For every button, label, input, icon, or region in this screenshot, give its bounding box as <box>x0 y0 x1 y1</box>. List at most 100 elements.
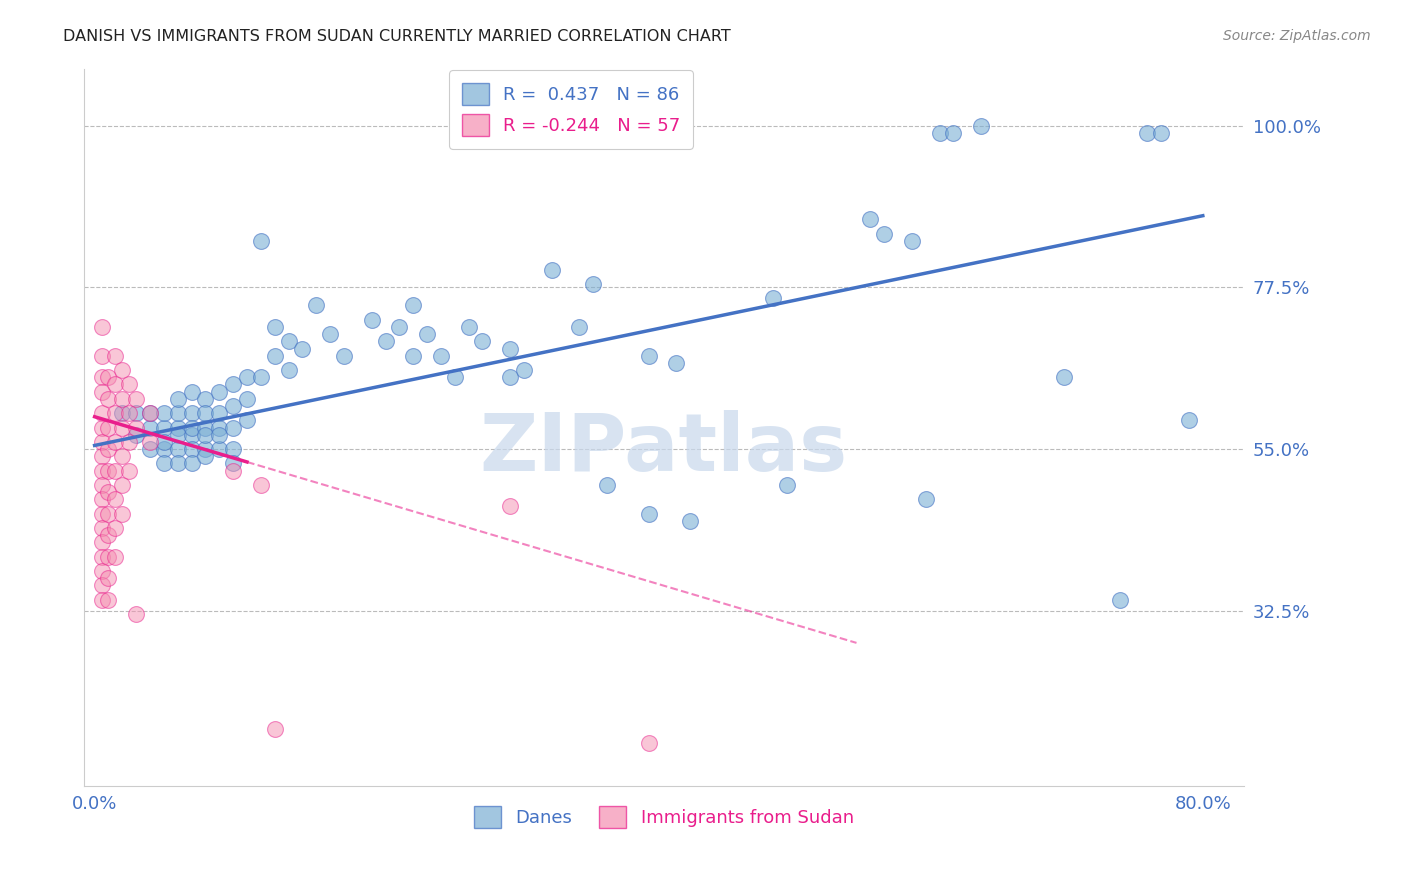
Point <box>97 464 120 478</box>
Point <box>97 592 120 607</box>
Point <box>90 549 112 564</box>
Point <box>236 413 259 427</box>
Point <box>305 298 328 312</box>
Point <box>1108 592 1130 607</box>
Point <box>374 334 396 349</box>
Point <box>222 399 245 413</box>
Point <box>679 514 702 528</box>
Point <box>402 349 425 363</box>
Point <box>90 449 112 463</box>
Point <box>222 464 245 478</box>
Point <box>104 349 127 363</box>
Point <box>90 406 112 420</box>
Text: ZIPatlas: ZIPatlas <box>479 410 848 488</box>
Point <box>222 457 245 471</box>
Point <box>153 457 176 471</box>
Point <box>125 406 148 420</box>
Point <box>153 434 176 449</box>
Point <box>90 349 112 363</box>
Point <box>568 320 591 334</box>
Point <box>104 492 127 507</box>
Point <box>208 384 231 399</box>
Point <box>90 521 112 535</box>
Point <box>97 528 120 542</box>
Point <box>111 449 134 463</box>
Point <box>166 392 188 406</box>
Point <box>97 420 120 434</box>
Point <box>263 722 285 736</box>
Text: DANISH VS IMMIGRANTS FROM SUDAN CURRENTLY MARRIED CORRELATION CHART: DANISH VS IMMIGRANTS FROM SUDAN CURRENTL… <box>63 29 731 44</box>
Point <box>90 434 112 449</box>
Point <box>90 592 112 607</box>
Point <box>250 234 273 248</box>
Point <box>194 449 217 463</box>
Point <box>180 427 202 442</box>
Point <box>97 392 120 406</box>
Point <box>194 392 217 406</box>
Point <box>97 507 120 521</box>
Point <box>222 442 245 456</box>
Point <box>582 277 605 291</box>
Point <box>277 334 299 349</box>
Point <box>90 420 112 434</box>
Point <box>222 377 245 392</box>
Text: Source: ZipAtlas.com: Source: ZipAtlas.com <box>1223 29 1371 43</box>
Point <box>194 427 217 442</box>
Point <box>596 478 619 492</box>
Point <box>914 492 936 507</box>
Point <box>139 420 162 434</box>
Point <box>139 406 162 420</box>
Point <box>180 457 202 471</box>
Point <box>360 313 382 327</box>
Point <box>111 406 134 420</box>
Point <box>90 320 112 334</box>
Point <box>277 363 299 377</box>
Point <box>250 478 273 492</box>
Point <box>153 420 176 434</box>
Point <box>166 406 188 420</box>
Point <box>118 377 141 392</box>
Point <box>388 320 411 334</box>
Point <box>97 485 120 500</box>
Point <box>236 392 259 406</box>
Point <box>637 349 659 363</box>
Point <box>139 406 162 420</box>
Point <box>236 370 259 384</box>
Point <box>104 377 127 392</box>
Point <box>1136 126 1159 140</box>
Point <box>166 442 188 456</box>
Point <box>180 406 202 420</box>
Point <box>118 406 141 420</box>
Point <box>111 478 134 492</box>
Point <box>153 406 176 420</box>
Point <box>90 464 112 478</box>
Point <box>125 420 148 434</box>
Point <box>90 578 112 592</box>
Point <box>471 334 494 349</box>
Point <box>111 507 134 521</box>
Point <box>1053 370 1076 384</box>
Point <box>1150 126 1173 140</box>
Point <box>90 535 112 549</box>
Point <box>90 564 112 578</box>
Point <box>194 442 217 456</box>
Point <box>250 370 273 384</box>
Point <box>499 370 522 384</box>
Point <box>111 420 134 434</box>
Point <box>118 464 141 478</box>
Point <box>111 363 134 377</box>
Point <box>104 521 127 535</box>
Point <box>166 420 188 434</box>
Point <box>125 427 148 442</box>
Point <box>208 420 231 434</box>
Point <box>97 549 120 564</box>
Point <box>970 119 993 133</box>
Point <box>859 212 882 227</box>
Point <box>90 384 112 399</box>
Point <box>97 442 120 456</box>
Point <box>291 342 314 356</box>
Point <box>776 478 799 492</box>
Legend: Danes, Immigrants from Sudan: Danes, Immigrants from Sudan <box>467 798 862 835</box>
Point <box>125 392 148 406</box>
Point <box>104 406 127 420</box>
